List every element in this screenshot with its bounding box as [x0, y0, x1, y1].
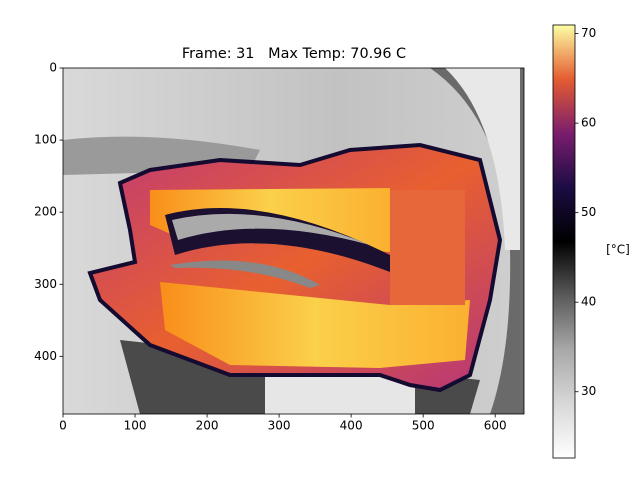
y-tick-label: 300: [34, 277, 57, 291]
thermal-image: [63, 68, 524, 414]
chart-title: Frame: 31 Max Temp: 70.96 C: [182, 46, 406, 62]
colorbar-label: [°C]: [606, 243, 630, 257]
x-tick-label: 200: [196, 419, 219, 433]
colorbar-tick-label: 50: [581, 205, 596, 219]
y-tick-label: 400: [34, 349, 57, 363]
y-tick-label: 0: [49, 61, 57, 75]
x-tick-label: 300: [268, 419, 291, 433]
colorbar-frame: [552, 24, 576, 459]
colorbar-tick-label: 60: [581, 116, 596, 130]
axes-frame: [62, 67, 525, 415]
x-tick-label: 100: [124, 419, 147, 433]
y-tick-label: 200: [34, 205, 57, 219]
colorbar-tick-label: 30: [581, 384, 596, 398]
y-tick-label: 100: [34, 133, 57, 147]
colorbar: [553, 25, 575, 458]
x-tick-label: 0: [59, 419, 67, 433]
colorbar-tick-label: 40: [581, 295, 596, 309]
colorbar-tick-label: 70: [581, 26, 596, 40]
x-tick-label: 600: [484, 419, 507, 433]
x-tick-label: 400: [340, 419, 363, 433]
x-tick-label: 500: [412, 419, 435, 433]
